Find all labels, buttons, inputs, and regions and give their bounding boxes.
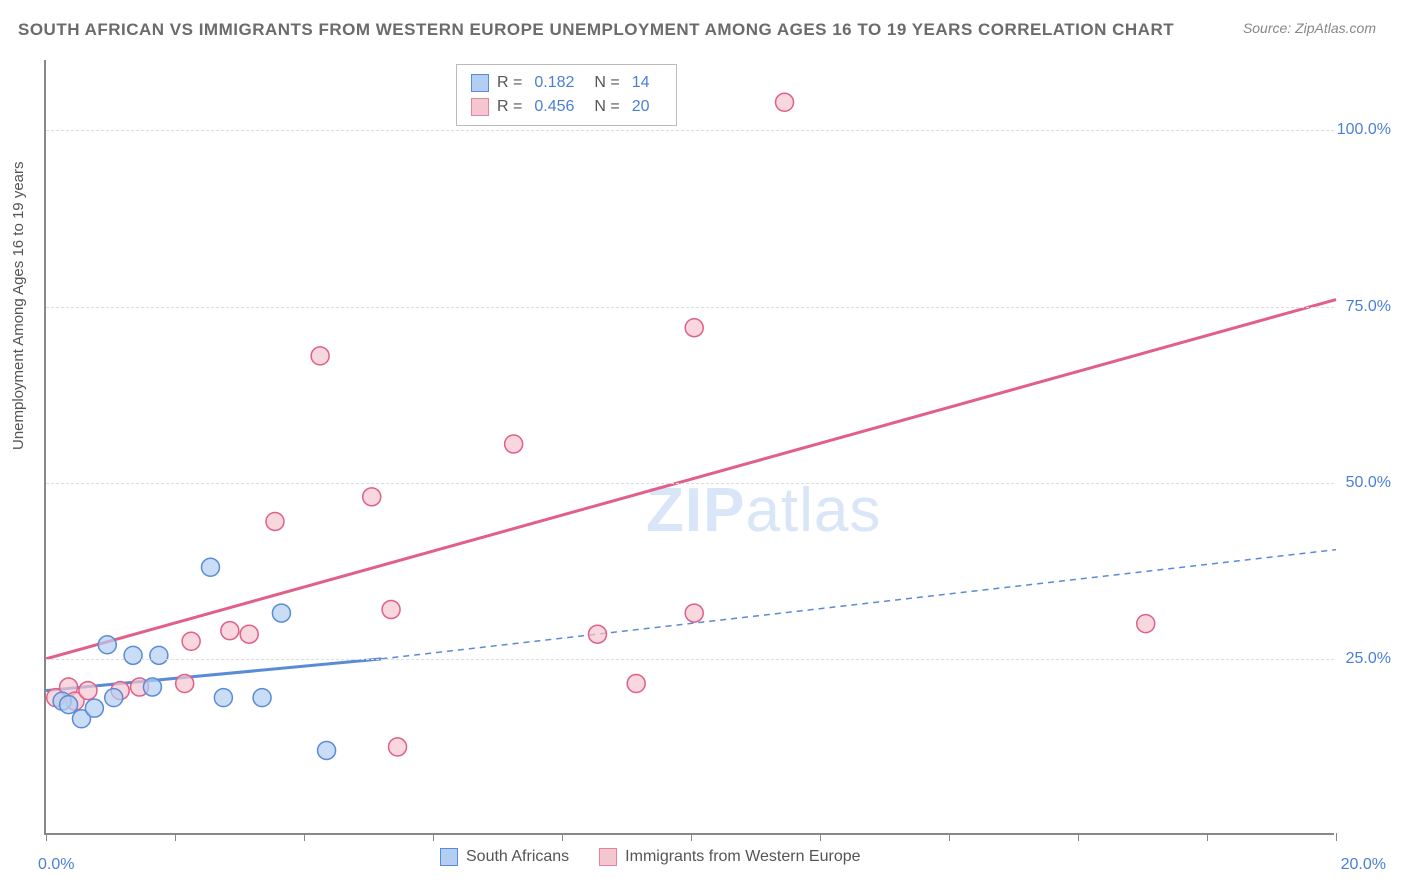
stats-row-series-2: R = 0.456 N = 20 [471,95,662,119]
legend-item-1: South Africans [440,848,569,866]
legend-label-1: South Africans [466,848,569,866]
stats-legend: R = 0.182 N = 14 R = 0.456 N = 20 [456,64,677,126]
trendline-dashed [381,550,1336,659]
data-point [221,622,239,640]
data-point [389,738,407,756]
data-point [143,678,161,696]
x-tick [949,833,950,841]
legend-label-2: Immigrants from Western Europe [625,848,860,866]
x-min-label: 0.0% [38,856,74,874]
r-value-2: 0.456 [534,95,574,119]
data-point [272,604,290,622]
x-tick [1078,833,1079,841]
chart-svg [46,60,1334,833]
legend-item-2: Immigrants from Western Europe [599,848,860,866]
y-axis-label: Unemployment Among Ages 16 to 19 years [10,161,27,450]
n-value-1: 14 [632,71,650,95]
data-point [60,696,78,714]
gridline [46,307,1334,308]
x-tick [46,833,47,841]
data-point [776,93,794,111]
data-point [588,625,606,643]
data-point [1137,615,1155,633]
plot-area: ZIPatlas [44,60,1334,835]
x-tick [562,833,563,841]
gridline [46,483,1334,484]
data-point [382,601,400,619]
x-tick [820,833,821,841]
y-tick-label: 75.0% [1346,298,1391,316]
x-tick [691,833,692,841]
swatch-blue-icon [471,74,489,92]
gridline [46,130,1334,131]
swatch-pink-icon [471,98,489,116]
swatch-pink-icon [599,848,617,866]
y-tick-label: 25.0% [1346,650,1391,668]
data-point [201,558,219,576]
data-point [253,689,271,707]
data-point [266,512,284,530]
data-point [240,625,258,643]
data-point [150,646,168,664]
r-label: R = [497,95,522,119]
data-point [85,699,103,717]
data-point [98,636,116,654]
data-point [105,689,123,707]
data-point [627,675,645,693]
data-point [363,488,381,506]
data-point [124,646,142,664]
gridline [46,659,1334,660]
x-tick [175,833,176,841]
x-max-label: 20.0% [1341,856,1386,874]
x-tick [304,833,305,841]
x-tick [1207,833,1208,841]
data-point [505,435,523,453]
data-point [318,741,336,759]
n-label: N = [594,71,619,95]
data-point [685,604,703,622]
r-value-1: 0.182 [534,71,574,95]
n-label: N = [594,95,619,119]
data-point [79,682,97,700]
n-value-2: 20 [632,95,650,119]
r-label: R = [497,71,522,95]
data-point [685,319,703,337]
data-point [214,689,232,707]
source-label: Source: ZipAtlas.com [1243,20,1376,36]
chart-title: SOUTH AFRICAN VS IMMIGRANTS FROM WESTERN… [18,20,1174,40]
stats-row-series-1: R = 0.182 N = 14 [471,71,662,95]
data-point [311,347,329,365]
y-tick-label: 100.0% [1337,121,1391,139]
data-point [176,675,194,693]
swatch-blue-icon [440,848,458,866]
x-tick [433,833,434,841]
x-tick [1336,833,1337,841]
y-tick-label: 50.0% [1346,474,1391,492]
data-point [182,632,200,650]
series-legend: South Africans Immigrants from Western E… [440,848,861,866]
